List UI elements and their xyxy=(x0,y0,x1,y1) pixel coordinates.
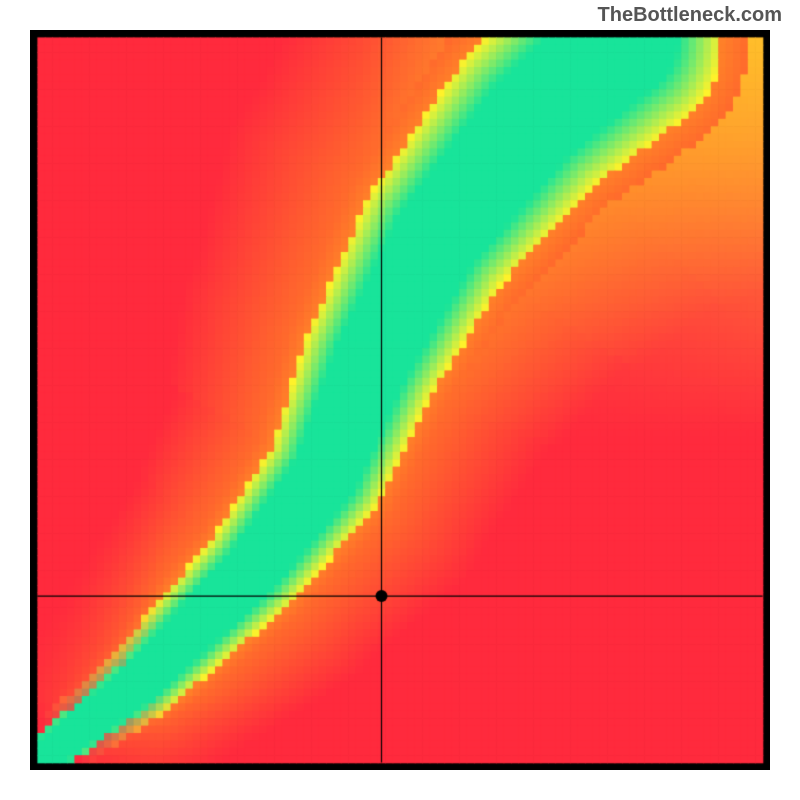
heatmap-plot xyxy=(30,30,770,770)
watermark-text: TheBottleneck.com xyxy=(598,4,782,27)
heatmap-canvas xyxy=(30,30,770,770)
